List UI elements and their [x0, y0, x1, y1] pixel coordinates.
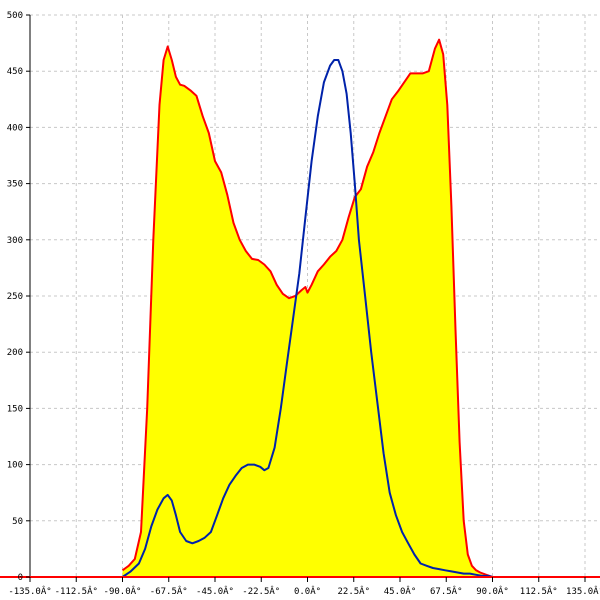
area-outline	[121, 38, 493, 578]
y-tick-label: 300	[7, 236, 23, 246]
line-series	[121, 59, 493, 578]
y-tick-label: 500	[7, 11, 23, 21]
x-tick-label: -112.5Â°	[55, 585, 98, 597]
y-tick-label: 350	[7, 180, 23, 190]
x-tick-label: 22.5Â°	[337, 585, 370, 597]
y-tick-label: 50	[12, 517, 23, 527]
x-tick-label: -67.5Â°	[150, 585, 188, 597]
y-tick-label: 400	[7, 123, 23, 133]
y-tick-label: 100	[7, 461, 23, 471]
x-tick-label: -90.0Â°	[104, 585, 142, 597]
area-series	[121, 38, 493, 578]
y-tick-label: 200	[7, 348, 23, 358]
y-tick-label: 250	[7, 292, 23, 302]
series-line	[121, 59, 493, 578]
x-tick-label: 112.5Â°	[520, 585, 558, 597]
y-tick-label: 0	[18, 573, 23, 583]
x-tick-label: 0.0Â°	[294, 585, 321, 597]
x-tick-label: 135.0Â°	[566, 585, 600, 597]
x-tick-label: 67.5Â°	[430, 585, 463, 597]
x-tick-label: -45.0Â°	[196, 585, 234, 597]
y-tick-label: 450	[7, 67, 23, 77]
axes	[0, 14, 600, 582]
x-tick-label: -22.5Â°	[242, 585, 280, 597]
tick-labels: 0 50 100 150 200 250 300 350 400 450 500 -135.0Â° -1…	[7, 11, 600, 597]
x-tick-label: 90.0Â°	[476, 585, 509, 597]
y-tick-label: 150	[7, 404, 23, 414]
x-tick-label: 45.0Â°	[384, 585, 417, 597]
x-tick-label: -135.0Â°	[8, 585, 51, 597]
area-fill	[122, 39, 493, 577]
